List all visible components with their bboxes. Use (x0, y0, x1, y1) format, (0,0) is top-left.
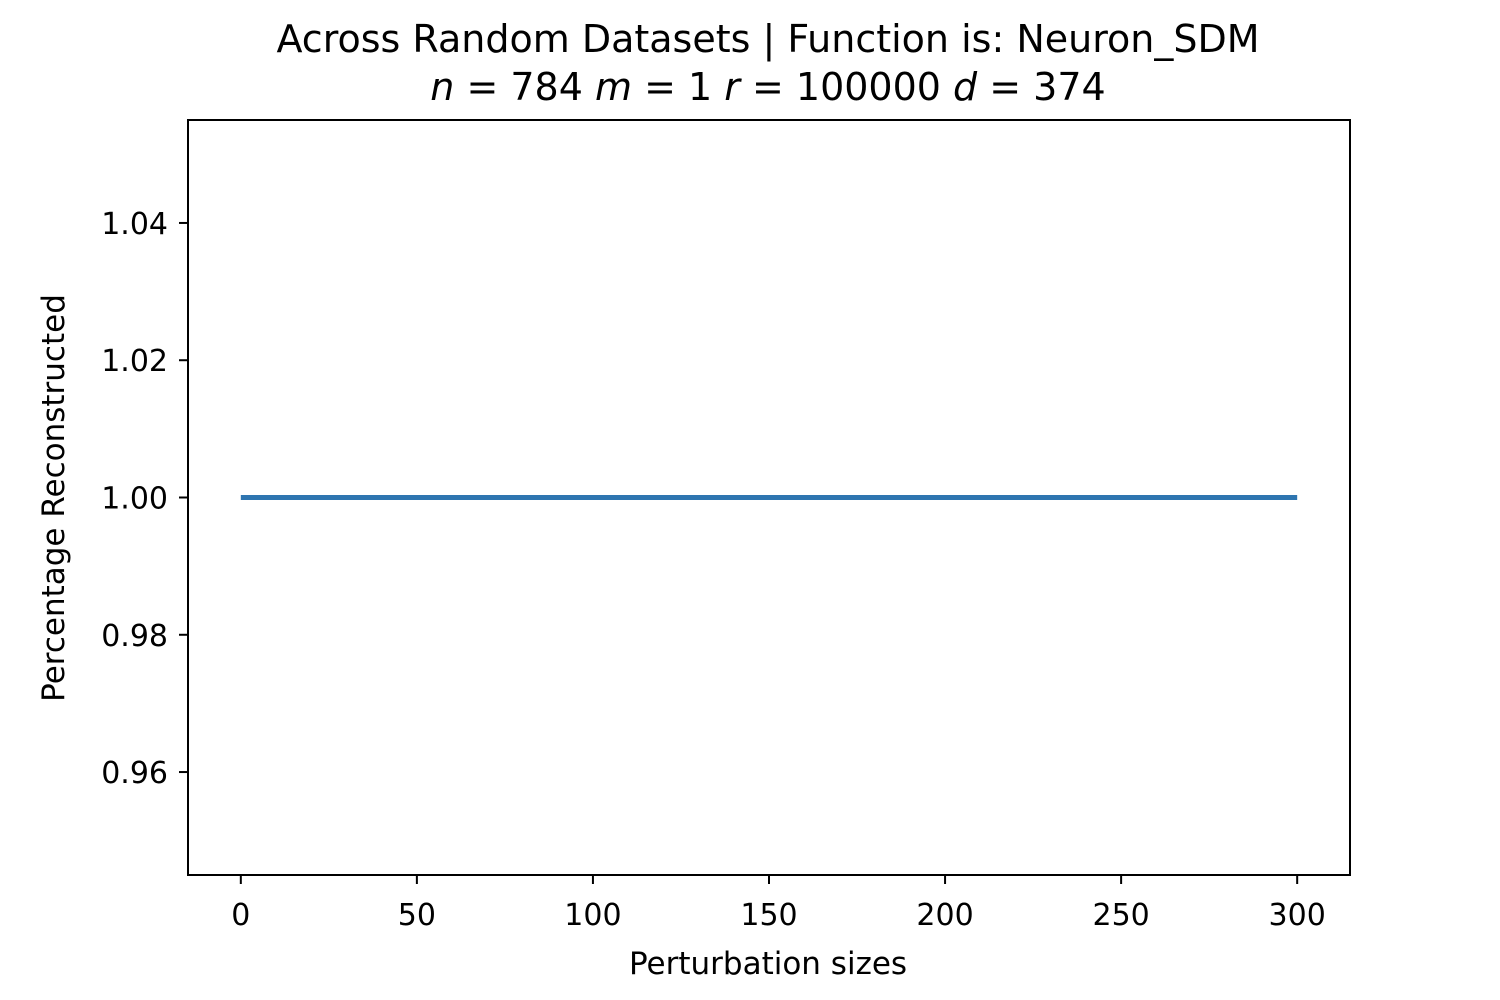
subtitle-param-name: d (941, 65, 978, 109)
x-tick-label: 300 (1269, 898, 1326, 933)
x-tick-label: 100 (564, 898, 621, 933)
subtitle-param-value: 100000 (796, 65, 941, 109)
subtitle-equals: = (977, 65, 1033, 109)
chart-subtitle: n = 784 m = 1 r = 100000 d = 374 (430, 65, 1105, 109)
subtitle-equals: = (740, 65, 796, 109)
subtitle-equals: = (454, 65, 510, 109)
x-tick-label: 50 (398, 898, 436, 933)
y-axis-label: Percentage Reconstructed (36, 294, 72, 702)
x-tick-label: 0 (231, 898, 250, 933)
subtitle-param-value: 1 (688, 65, 712, 109)
y-tick-label: 1.02 (101, 344, 168, 379)
subtitle-param-name: n (430, 65, 454, 109)
y-tick-label: 0.98 (101, 619, 168, 654)
subtitle-param-value: 784 (510, 65, 583, 109)
y-tick-label: 0.96 (101, 756, 168, 791)
chart-title: Across Random Datasets | Function is: Ne… (276, 17, 1259, 62)
x-tick-label: 250 (1092, 898, 1149, 933)
x-axis-label: Perturbation sizes (629, 946, 907, 982)
x-axis-ticks: 0 50 100 150 200 250 300 (231, 875, 1326, 933)
y-tick-label: 1.04 (101, 207, 168, 242)
subtitle-param-name: r (712, 65, 742, 109)
subtitle-equals: = (632, 65, 688, 109)
y-axis-ticks: 0.96 0.98 1.00 1.02 1.04 (101, 207, 188, 791)
subtitle-param-name: m (583, 65, 632, 109)
y-tick-label: 1.00 (101, 482, 168, 517)
x-tick-label: 200 (916, 898, 973, 933)
x-tick-label: 150 (740, 898, 797, 933)
subtitle-param-value: 374 (1033, 65, 1106, 109)
